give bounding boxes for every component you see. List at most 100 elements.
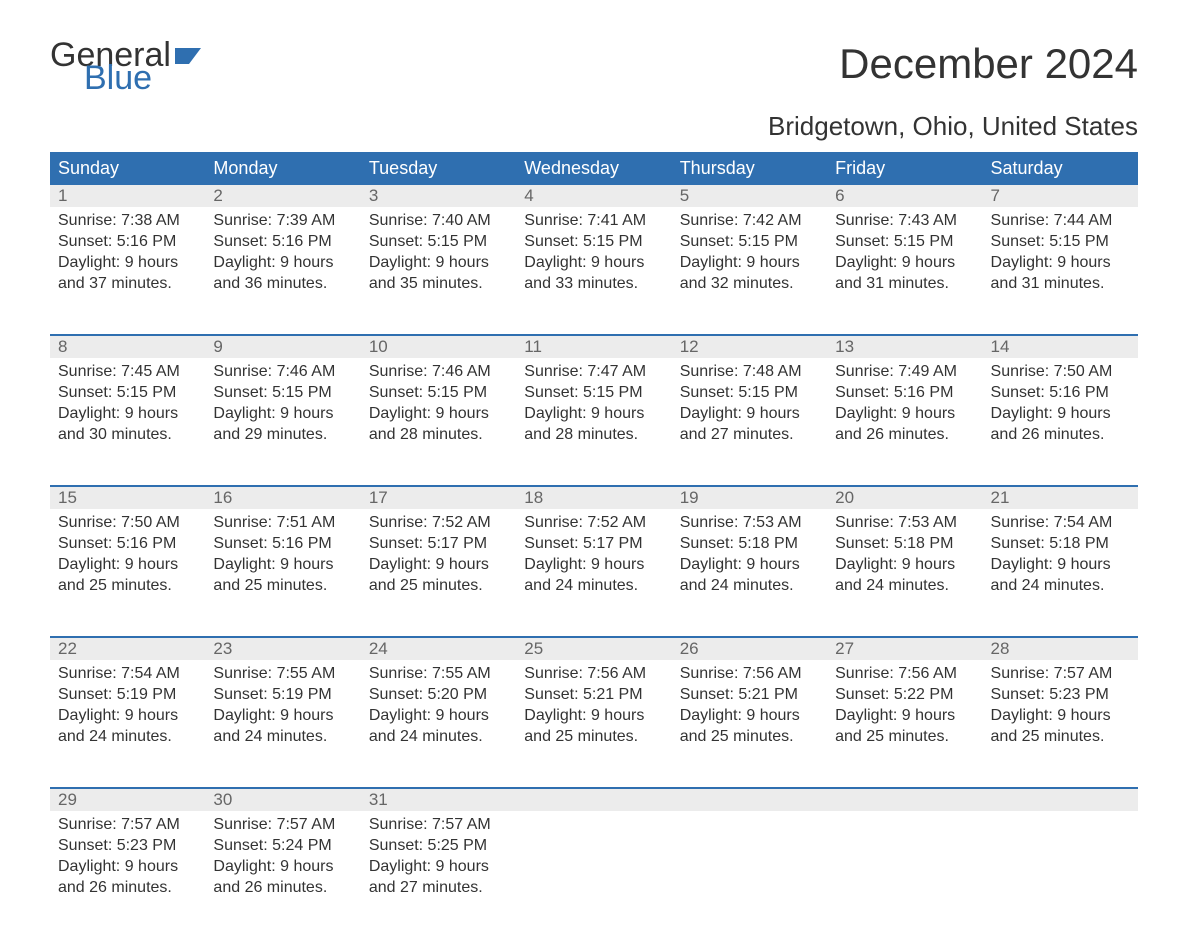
daylight-1: Daylight: 9 hours <box>524 555 663 576</box>
day-number <box>516 788 671 811</box>
day-number: 17 <box>361 486 516 509</box>
sunrise: Sunrise: 7:40 AM <box>369 211 508 232</box>
day-number: 12 <box>672 335 827 358</box>
daylight-1: Daylight: 9 hours <box>58 555 197 576</box>
daylight-2: and 24 minutes. <box>835 576 974 597</box>
day-number: 28 <box>983 637 1138 660</box>
day-details: Sunrise: 7:54 AMSunset: 5:18 PMDaylight:… <box>983 509 1138 596</box>
sunrise: Sunrise: 7:56 AM <box>524 664 663 685</box>
day-cell <box>672 811 827 939</box>
daylight-2: and 31 minutes. <box>835 274 974 295</box>
sunset: Sunset: 5:16 PM <box>58 534 197 555</box>
sunset: Sunset: 5:23 PM <box>58 836 197 857</box>
day-cell: Sunrise: 7:53 AMSunset: 5:18 PMDaylight:… <box>827 509 982 637</box>
daylight-2: and 28 minutes. <box>369 425 508 446</box>
daylight-2: and 25 minutes. <box>369 576 508 597</box>
day-cell: Sunrise: 7:40 AMSunset: 5:15 PMDaylight:… <box>361 207 516 335</box>
day-cell: Sunrise: 7:57 AMSunset: 5:25 PMDaylight:… <box>361 811 516 939</box>
sunrise: Sunrise: 7:38 AM <box>58 211 197 232</box>
day-cell: Sunrise: 7:50 AMSunset: 5:16 PMDaylight:… <box>50 509 205 637</box>
day-details: Sunrise: 7:40 AMSunset: 5:15 PMDaylight:… <box>361 207 516 294</box>
daylight-1: Daylight: 9 hours <box>213 857 352 878</box>
day-number: 27 <box>827 637 982 660</box>
sunrise: Sunrise: 7:54 AM <box>991 513 1130 534</box>
logo: General Blue <box>50 40 203 93</box>
sunrise: Sunrise: 7:52 AM <box>369 513 508 534</box>
day-number: 22 <box>50 637 205 660</box>
daylight-1: Daylight: 9 hours <box>58 404 197 425</box>
daylight-2: and 24 minutes. <box>213 727 352 748</box>
sunrise: Sunrise: 7:41 AM <box>524 211 663 232</box>
day-number: 7 <box>983 185 1138 207</box>
day-cell <box>516 811 671 939</box>
header: General Blue December 2024 <box>50 40 1138 93</box>
day-number: 19 <box>672 486 827 509</box>
day-cell: Sunrise: 7:55 AMSunset: 5:19 PMDaylight:… <box>205 660 360 788</box>
day-details: Sunrise: 7:55 AMSunset: 5:19 PMDaylight:… <box>205 660 360 747</box>
day-number: 31 <box>361 788 516 811</box>
day-cell: Sunrise: 7:54 AMSunset: 5:18 PMDaylight:… <box>983 509 1138 637</box>
day-number: 10 <box>361 335 516 358</box>
day-cell: Sunrise: 7:46 AMSunset: 5:15 PMDaylight:… <box>361 358 516 486</box>
sunset: Sunset: 5:18 PM <box>991 534 1130 555</box>
day-cell: Sunrise: 7:46 AMSunset: 5:15 PMDaylight:… <box>205 358 360 486</box>
sunset: Sunset: 5:15 PM <box>369 383 508 404</box>
daylight-1: Daylight: 9 hours <box>835 706 974 727</box>
sunset: Sunset: 5:16 PM <box>58 232 197 253</box>
day-number-row: 15161718192021 <box>50 486 1138 509</box>
day-details: Sunrise: 7:56 AMSunset: 5:22 PMDaylight:… <box>827 660 982 747</box>
daylight-2: and 31 minutes. <box>991 274 1130 295</box>
day-details: Sunrise: 7:42 AMSunset: 5:15 PMDaylight:… <box>672 207 827 294</box>
daylight-2: and 25 minutes. <box>680 727 819 748</box>
daylight-1: Daylight: 9 hours <box>991 706 1130 727</box>
day-cell: Sunrise: 7:55 AMSunset: 5:20 PMDaylight:… <box>361 660 516 788</box>
sunset: Sunset: 5:15 PM <box>524 383 663 404</box>
daylight-2: and 28 minutes. <box>524 425 663 446</box>
sunset: Sunset: 5:21 PM <box>680 685 819 706</box>
daylight-1: Daylight: 9 hours <box>524 404 663 425</box>
day-number: 8 <box>50 335 205 358</box>
day-number: 21 <box>983 486 1138 509</box>
sunrise: Sunrise: 7:46 AM <box>213 362 352 383</box>
daylight-1: Daylight: 9 hours <box>369 404 508 425</box>
daylight-1: Daylight: 9 hours <box>524 253 663 274</box>
day-cell: Sunrise: 7:56 AMSunset: 5:22 PMDaylight:… <box>827 660 982 788</box>
daylight-2: and 24 minutes. <box>369 727 508 748</box>
day-details: Sunrise: 7:50 AMSunset: 5:16 PMDaylight:… <box>983 358 1138 445</box>
daylight-1: Daylight: 9 hours <box>991 555 1130 576</box>
day-number: 15 <box>50 486 205 509</box>
title-block: December 2024 <box>839 40 1138 88</box>
sunset: Sunset: 5:15 PM <box>524 232 663 253</box>
day-number <box>672 788 827 811</box>
daylight-2: and 32 minutes. <box>680 274 819 295</box>
sunrise: Sunrise: 7:52 AM <box>524 513 663 534</box>
day-details: Sunrise: 7:54 AMSunset: 5:19 PMDaylight:… <box>50 660 205 747</box>
day-details: Sunrise: 7:55 AMSunset: 5:20 PMDaylight:… <box>361 660 516 747</box>
daylight-2: and 27 minutes. <box>369 878 508 899</box>
col-thursday: Thursday <box>672 152 827 185</box>
daylight-1: Daylight: 9 hours <box>58 706 197 727</box>
daylight-2: and 24 minutes. <box>58 727 197 748</box>
sunset: Sunset: 5:15 PM <box>835 232 974 253</box>
day-number: 6 <box>827 185 982 207</box>
day-cell <box>983 811 1138 939</box>
day-cell: Sunrise: 7:50 AMSunset: 5:16 PMDaylight:… <box>983 358 1138 486</box>
daylight-1: Daylight: 9 hours <box>835 253 974 274</box>
col-saturday: Saturday <box>983 152 1138 185</box>
col-sunday: Sunday <box>50 152 205 185</box>
sunset: Sunset: 5:18 PM <box>680 534 819 555</box>
sunset: Sunset: 5:20 PM <box>369 685 508 706</box>
sunrise: Sunrise: 7:48 AM <box>680 362 819 383</box>
sunrise: Sunrise: 7:53 AM <box>835 513 974 534</box>
day-content-row: Sunrise: 7:45 AMSunset: 5:15 PMDaylight:… <box>50 358 1138 486</box>
sunrise: Sunrise: 7:42 AM <box>680 211 819 232</box>
day-number: 24 <box>361 637 516 660</box>
daylight-2: and 35 minutes. <box>369 274 508 295</box>
day-details: Sunrise: 7:53 AMSunset: 5:18 PMDaylight:… <box>672 509 827 596</box>
day-details: Sunrise: 7:56 AMSunset: 5:21 PMDaylight:… <box>672 660 827 747</box>
day-content-row: Sunrise: 7:38 AMSunset: 5:16 PM Daylight:… <box>50 207 1138 335</box>
daylight-2: and 27 minutes. <box>680 425 819 446</box>
sunrise: Sunrise: 7:44 AM <box>991 211 1130 232</box>
sunset: Sunset: 5:23 PM <box>991 685 1130 706</box>
day-cell: Sunrise: 7:45 AMSunset: 5:15 PMDaylight:… <box>50 358 205 486</box>
